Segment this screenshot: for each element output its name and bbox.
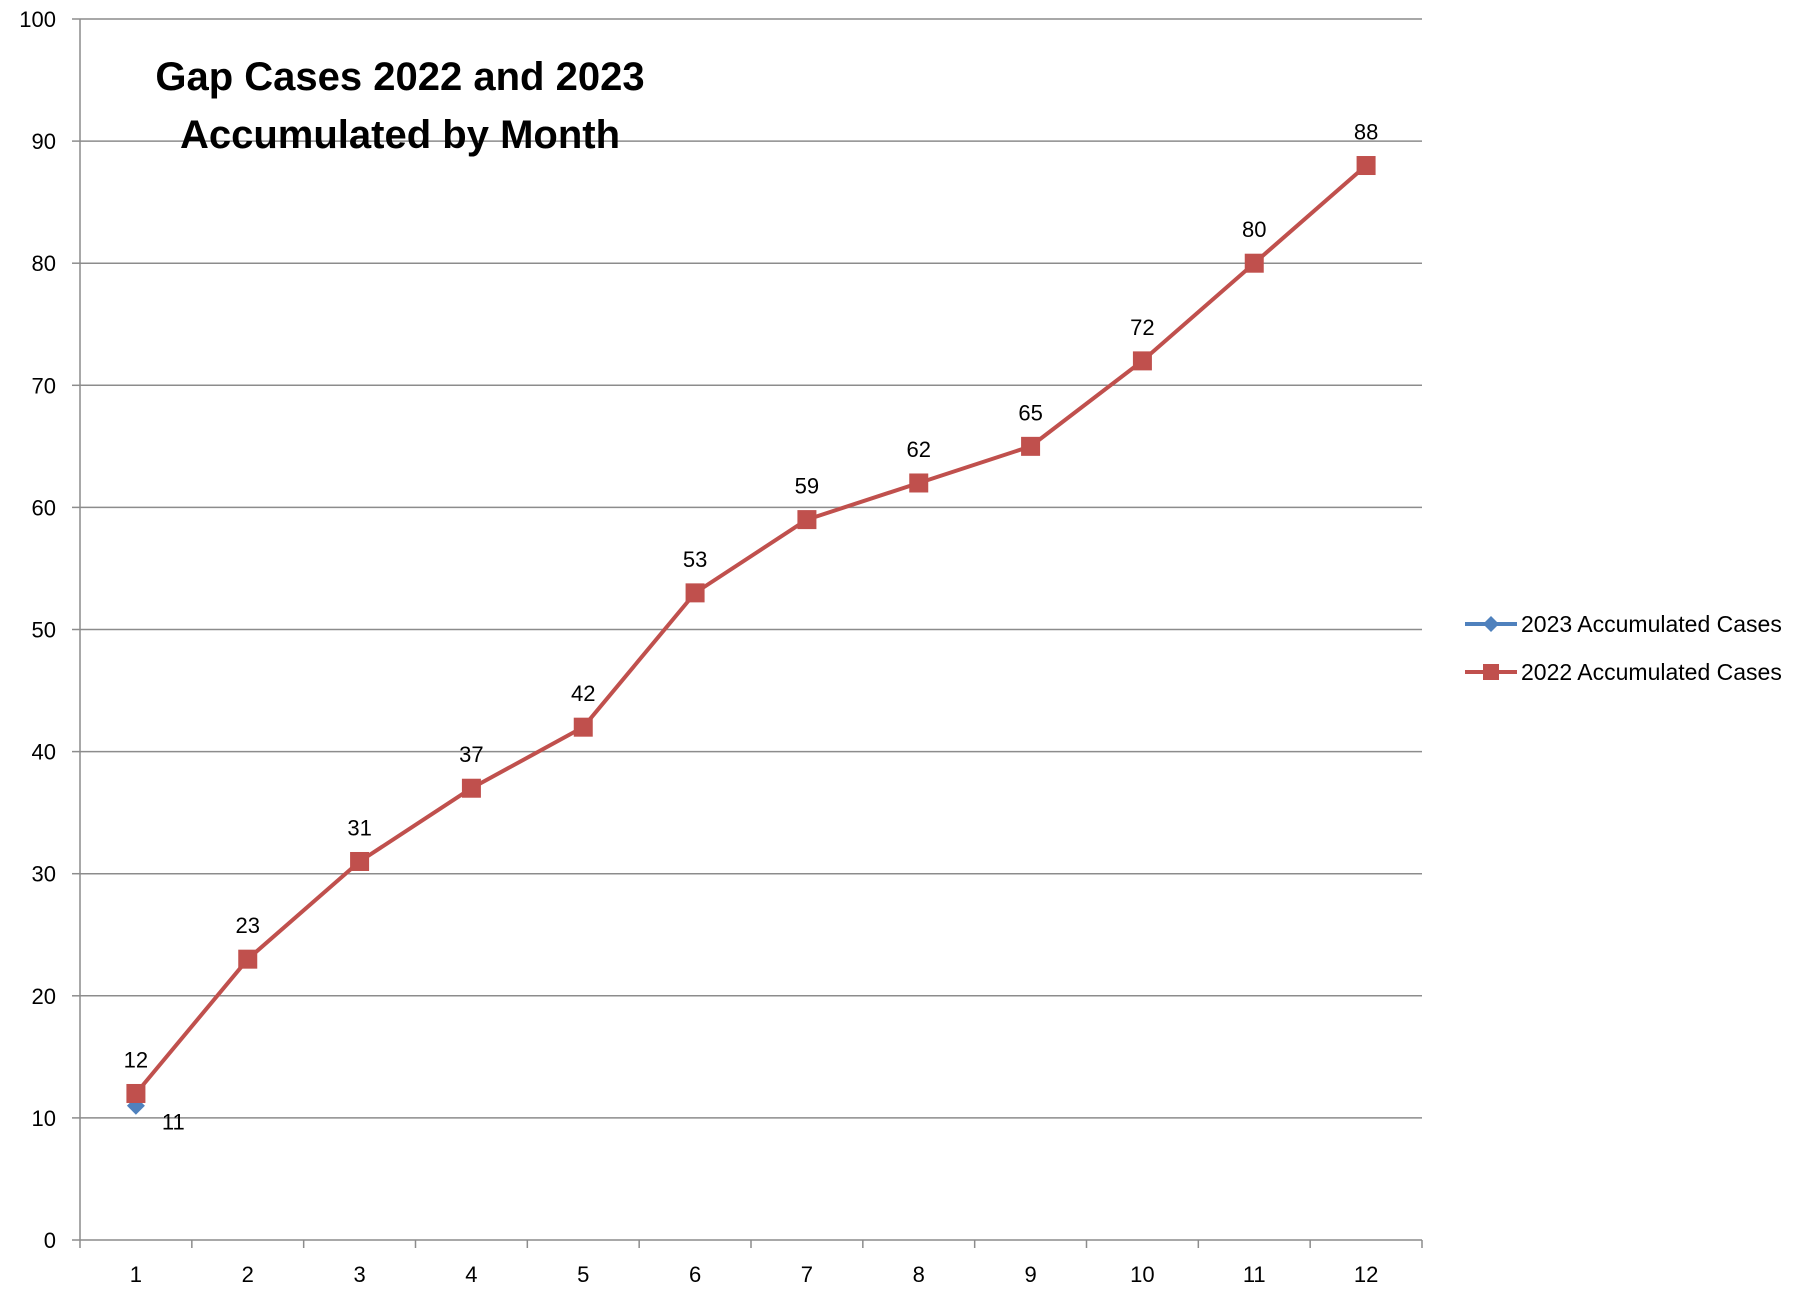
y-tick-label-80: 80 [32, 251, 56, 276]
series-2-point-2 [238, 949, 258, 969]
chart-title-line-2: Accumulated by Month [180, 113, 620, 157]
x-tick-label-7: 7 [801, 1262, 813, 1287]
series-2-point-1 [126, 1083, 146, 1103]
series-2-data-label-1: 12 [124, 1047, 148, 1072]
x-tick-label-2: 2 [242, 1262, 254, 1287]
chart-title: Gap Cases 2022 and 2023 Accumulated by M… [155, 55, 644, 157]
series-1-data-label-1: 11 [162, 1110, 185, 1135]
series-2-data-label-6: 53 [683, 547, 707, 572]
series-2-data-label-8: 62 [907, 437, 931, 462]
legend-marker-1 [1483, 616, 1499, 632]
series-2-data-label-9: 65 [1018, 400, 1042, 425]
series-2-point-8 [909, 473, 929, 493]
series-2-point-9 [1021, 436, 1041, 456]
series-2 [126, 156, 1376, 1103]
legend-label-1: 2023 Accumulated Cases [1521, 611, 1782, 637]
x-tick-label-4: 4 [465, 1262, 477, 1287]
series-2-point-11 [1244, 253, 1264, 273]
series-2-data-label-2: 23 [236, 913, 260, 938]
series-2-data-label-5: 42 [571, 681, 595, 706]
x-tick-label-11: 11 [1243, 1262, 1266, 1287]
series-2-data-label-7: 59 [795, 474, 819, 499]
x-tick-label-8: 8 [913, 1262, 925, 1287]
x-tick-label-9: 9 [1024, 1262, 1036, 1287]
y-tick-label-50: 50 [32, 618, 56, 643]
y-tick-label-0: 0 [44, 1228, 56, 1253]
series-2-data-label-3: 31 [347, 815, 371, 840]
y-tick-label-100: 100 [19, 7, 56, 32]
y-tick-label-40: 40 [32, 740, 56, 765]
legend: 2023 Accumulated Cases 2022 Accumulated C… [1465, 611, 1782, 685]
legend-label-2: 2022 Accumulated Cases [1521, 659, 1782, 685]
series-2-point-4 [461, 778, 481, 798]
series [126, 156, 1376, 1115]
legend-entry-1: 2023 Accumulated Cases [1465, 611, 1782, 637]
y-tick-label-30: 30 [32, 862, 56, 887]
y-tick-label-90: 90 [32, 129, 56, 154]
series-2-line [134, 164, 1368, 1095]
series-2-data-label-4: 37 [459, 742, 483, 767]
x-tick-label-6: 6 [689, 1262, 701, 1287]
series-2-point-3 [350, 851, 370, 871]
series-2-data-label-10: 72 [1130, 315, 1154, 340]
series-2-point-7 [797, 510, 817, 530]
y-tick-label-10: 10 [32, 1106, 56, 1131]
legend-entry-2: 2022 Accumulated Cases [1465, 659, 1782, 685]
x-tick-label-3: 3 [353, 1262, 365, 1287]
series-2-point-6 [685, 583, 705, 603]
chart-title-line-1: Gap Cases 2022 and 2023 [155, 55, 644, 99]
x-tick-label-5: 5 [577, 1262, 589, 1287]
y-tick-label-20: 20 [32, 984, 56, 1009]
x-tick-label-10: 10 [1130, 1262, 1154, 1287]
gridlines [80, 18, 1422, 1119]
series-2-point-10 [1132, 351, 1152, 371]
x-tick-label-1: 1 [130, 1262, 142, 1287]
series-2-point-5 [573, 717, 593, 737]
x-tick-label-12: 12 [1354, 1262, 1378, 1287]
y-tick-label-60: 60 [32, 495, 56, 520]
legend-marker-2 [1483, 664, 1499, 680]
series-2-data-label-12: 88 [1354, 120, 1378, 145]
series-2-data-label-11: 80 [1242, 217, 1266, 242]
y-tick-label-70: 70 [32, 373, 56, 398]
data-labels: 11 12 23 31 37 42 53 59 62 65 72 80 88 [124, 120, 1379, 1135]
series-2-point-12 [1356, 156, 1376, 176]
